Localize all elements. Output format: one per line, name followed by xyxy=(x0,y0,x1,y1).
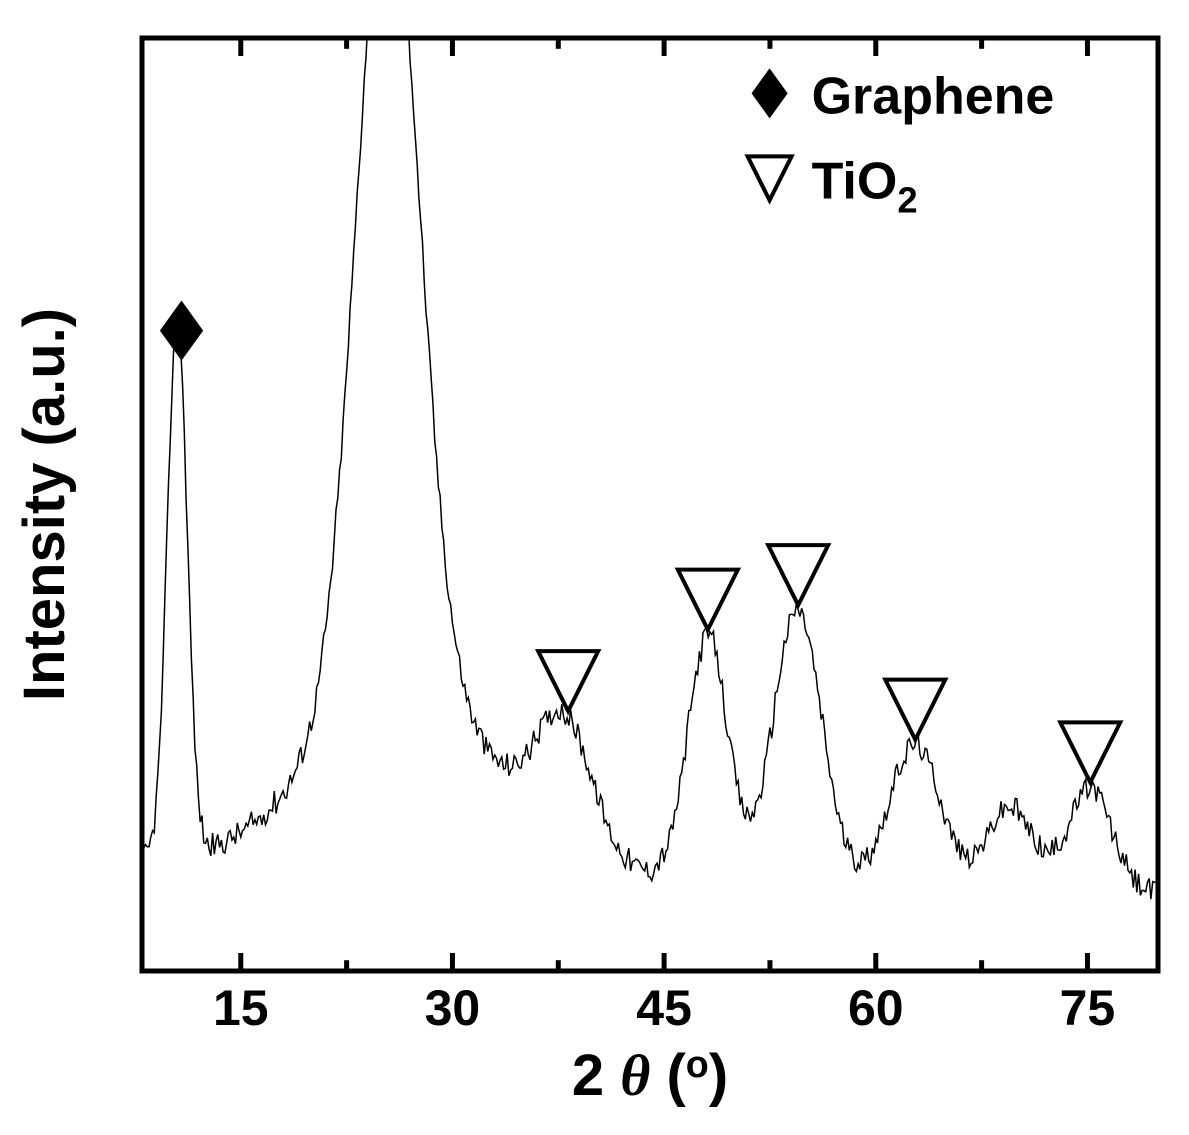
x-tick-label: 45 xyxy=(636,980,692,1036)
y-axis-label: Intensity (a.u.) xyxy=(12,308,77,701)
x-tick-label: 30 xyxy=(425,980,481,1036)
legend-label: Graphene xyxy=(812,67,1055,125)
x-tick-label: 75 xyxy=(1060,980,1116,1036)
x-tick-label: 15 xyxy=(213,980,269,1036)
xrd-chart: 15304560752 θ (o)Intensity (a.u.)Graphen… xyxy=(0,0,1189,1135)
chart-svg: 15304560752 θ (o)Intensity (a.u.)Graphen… xyxy=(0,0,1189,1135)
x-tick-label: 60 xyxy=(848,980,904,1036)
